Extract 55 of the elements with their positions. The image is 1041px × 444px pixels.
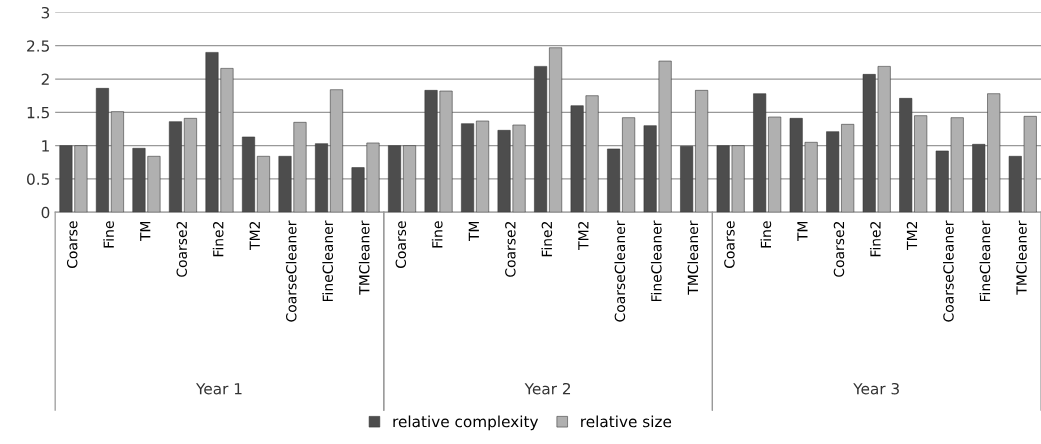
y-tick-label: 1.5 [27,107,49,119]
x-tick-label: Fine [760,221,772,248]
x-tick-label: FineCleaner [322,220,334,302]
x-tick-label: Coarse2 [176,221,187,277]
legend-label: relative complexity [393,415,539,431]
y-tick-label: 3 [41,6,50,19]
text: Year 1 [195,383,242,395]
bar [622,117,636,213]
x-tick-label: TMCleaner [1016,220,1027,295]
x-tick-label: TM2 [578,221,589,250]
y-tick-label: 0.5 [27,173,49,185]
text: Year 2 [524,382,571,395]
bar [476,120,490,213]
x-tick-label: Fine [431,221,443,248]
bar [403,145,417,213]
x-tick-label: Coarse2 [833,221,845,277]
x-tick-label: TM2 [906,221,918,250]
x-tick-label: Fine2 [541,221,553,257]
x-tick-label: TM2 [249,221,260,250]
y-tick-label: 1 [42,140,49,152]
x-tick-label: Coarse2 [505,221,516,277]
y-tick-label: 0 [41,206,50,219]
bar [315,143,329,213]
bar [330,89,343,213]
bar [183,118,197,213]
x-tick-label: CoarseCleaner [285,220,297,322]
x-tick-label: CoarseCleaner [614,220,626,322]
x-tick-label: TMCleaner [358,220,370,295]
x-tick-label: Fine [103,221,114,248]
bar [110,111,124,213]
bar [242,136,255,213]
x-tick-label: Coarse [724,221,735,268]
x-tick-label: FineCleaner [979,220,991,302]
x-tick-label: TMCleaner [687,220,699,295]
legend-label: relative size [581,415,672,428]
bar [607,148,621,213]
bar [549,47,563,213]
x-tick-label: CoarseCleaner [943,220,954,322]
x-tick-label: FineCleaner [650,220,662,302]
bar [388,145,402,213]
bar [534,66,548,213]
x-tick-label: TM [468,221,479,242]
y-tick-label: 2.5 [27,40,49,52]
x-tick-label: Coarse [395,221,407,268]
y-tick-label: 2 [41,73,49,85]
x-tick-label: Coarse [66,221,78,268]
text: Year 3 [853,382,899,395]
bar [168,121,182,213]
bar [461,123,475,213]
x-tick-label: Fine2 [212,221,224,257]
x-tick-label: TM [797,221,808,242]
x-tick-label: TM [140,221,151,242]
x-tick-label: Fine2 [869,221,881,257]
bar [256,156,270,213]
bar [95,88,109,213]
